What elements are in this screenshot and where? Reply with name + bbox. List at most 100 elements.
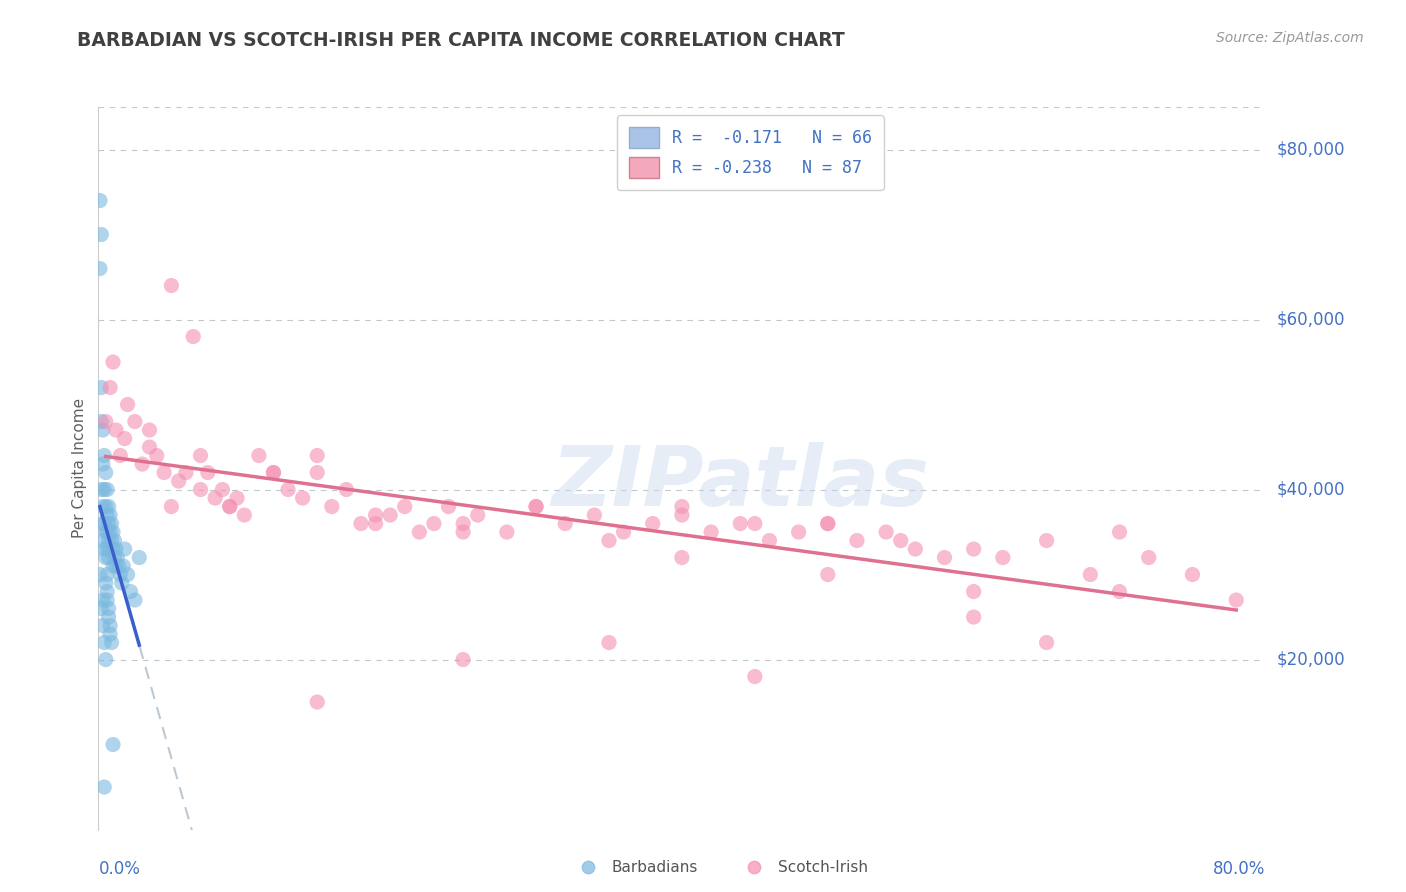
Point [114,542,136,557]
Point [991,550,1014,565]
Point [1035,533,1057,548]
Point [962,542,984,557]
Point [335,483,357,497]
Point [89,194,111,208]
Point [96,508,118,522]
Text: BARBADIAN VS SCOTCH-IRISH PER CAPITA INCOME CORRELATION CHART: BARBADIAN VS SCOTCH-IRISH PER CAPITA INC… [77,31,845,50]
Point [94,652,117,666]
Point [277,483,299,497]
Text: 0.0%: 0.0% [98,860,141,878]
Point [1108,524,1130,539]
Point [291,491,314,505]
Point [380,508,402,522]
Point [100,516,122,531]
Point [89,567,111,582]
Point [104,423,127,437]
Point [100,533,122,548]
Point [408,524,430,539]
Point [110,449,132,463]
Point [758,533,780,548]
Point [817,516,839,531]
Point [307,466,329,480]
Point [730,516,752,531]
Y-axis label: Per Capita Income: Per Capita Income [72,398,87,539]
Point [160,278,183,293]
Point [117,567,139,582]
Text: $60,000: $60,000 [1277,310,1346,328]
Point [97,550,120,565]
Point [128,550,150,565]
Point [90,380,112,394]
Text: $40,000: $40,000 [1277,481,1346,499]
Point [211,483,233,497]
Point [94,550,117,565]
Point [94,415,117,429]
Point [104,559,127,574]
Point [744,516,766,531]
Point [93,635,115,649]
Point [97,500,120,514]
Point [247,449,270,463]
Point [904,542,927,557]
Point [120,584,142,599]
Point [160,500,183,514]
Point [181,329,204,343]
Point [96,567,118,582]
Point [94,524,117,539]
Point [364,508,387,522]
Point [98,627,121,641]
Point [962,584,984,599]
Point [700,524,723,539]
Point [962,610,984,624]
Point [890,533,912,548]
Point [101,355,124,369]
Point [101,542,124,557]
Point [96,593,118,607]
Point [671,500,693,514]
Point [114,432,136,446]
Point [598,533,620,548]
Point [321,500,343,514]
Point [97,516,120,531]
Point [190,483,212,497]
Point [91,516,114,531]
Point [91,593,114,607]
Point [364,516,387,531]
Point [103,533,125,548]
Point [91,457,114,471]
Point [124,415,146,429]
Point [124,593,146,607]
Point [101,524,124,539]
Point [98,542,121,557]
Point [97,610,120,624]
Point [204,491,226,505]
Point [817,567,839,582]
Point [108,559,131,574]
Point [91,533,114,548]
Text: Scotch-Irish: Scotch-Irish [778,860,868,874]
Point [451,524,474,539]
Point [90,483,112,497]
Point [226,491,249,505]
Point [98,618,121,632]
Point [262,466,284,480]
Point [612,524,634,539]
Point [138,423,160,437]
Point [90,601,112,615]
Point [742,860,765,874]
Point [641,516,664,531]
Point [101,738,124,752]
Point [671,508,693,522]
Point [934,550,956,565]
Text: Barbadians: Barbadians [612,860,697,874]
Point [93,449,115,463]
Text: $20,000: $20,000 [1277,650,1346,669]
Point [174,466,197,480]
Point [524,500,547,514]
Point [218,500,240,514]
Point [110,567,132,582]
Point [96,483,118,497]
Point [105,550,128,565]
Point [112,559,135,574]
Point [496,524,519,539]
